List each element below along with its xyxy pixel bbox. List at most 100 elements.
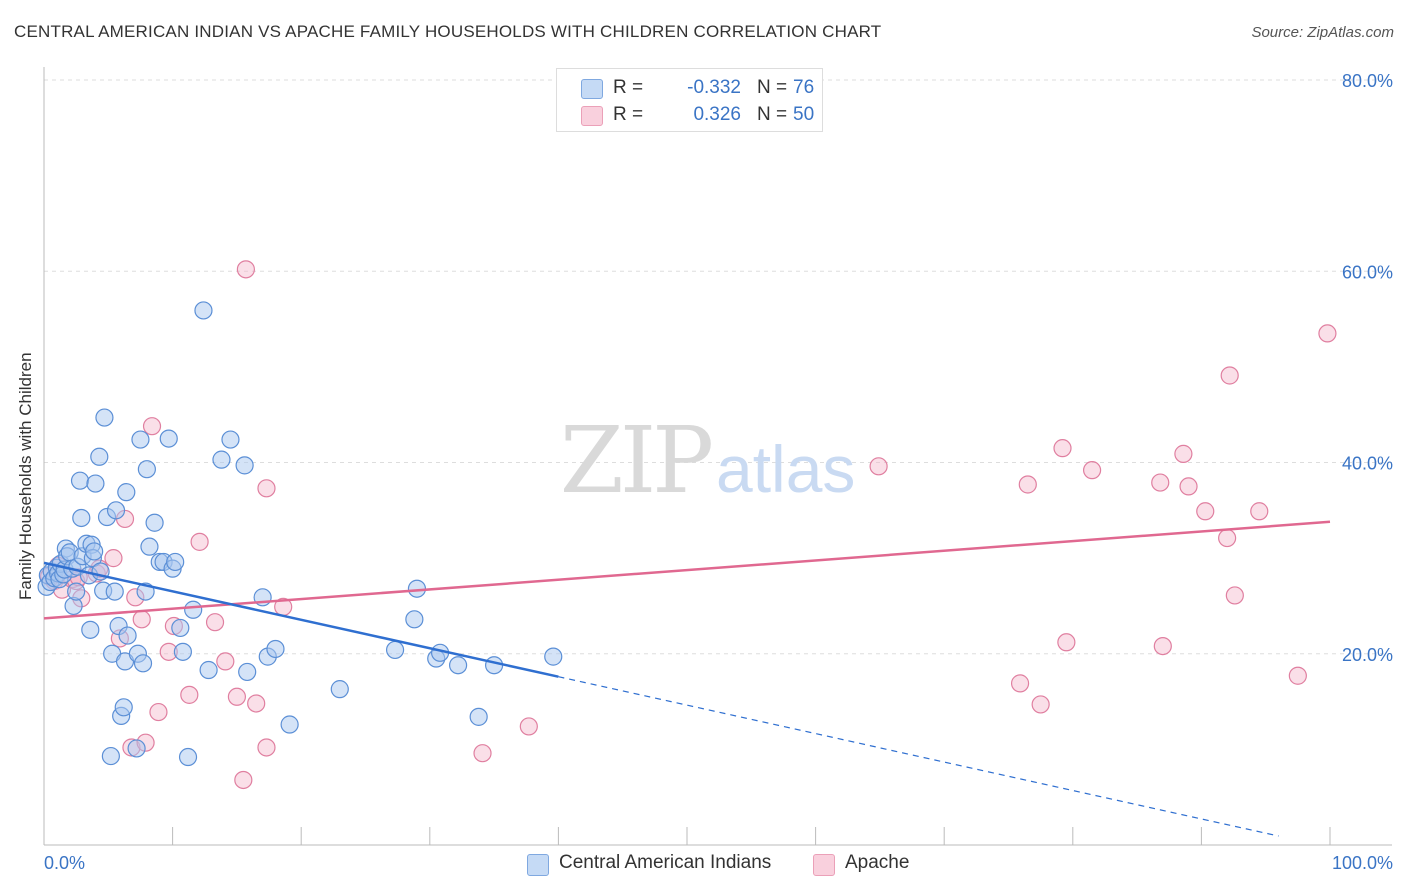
central-american-indian-point bbox=[280, 715, 299, 734]
central-american-indian-point bbox=[173, 642, 192, 661]
central-american-indian-point bbox=[194, 301, 213, 320]
apache-point bbox=[473, 744, 492, 763]
apache-point bbox=[234, 770, 253, 790]
central-american-indian-point bbox=[166, 552, 185, 572]
legend-n-value: 76 bbox=[793, 77, 815, 98]
apache-point bbox=[869, 457, 888, 476]
legend-n-value: 50 bbox=[793, 104, 815, 125]
series-legend-swatch-pink bbox=[813, 854, 835, 876]
y-tick-label: 20.0% bbox=[1342, 645, 1393, 665]
series-legend-swatch-blue bbox=[527, 854, 549, 876]
apache-point bbox=[257, 479, 276, 498]
central-american-indian-point bbox=[469, 707, 488, 726]
trend-lines bbox=[43, 520, 1331, 837]
watermark-atlas: atlas bbox=[716, 432, 855, 506]
y-tick-labels: 20.0% 40.0% 60.0% 80.0% bbox=[1342, 71, 1393, 665]
apache-point bbox=[1031, 695, 1050, 714]
central-american-indian-point bbox=[140, 537, 159, 556]
apache-point bbox=[257, 738, 276, 757]
central-american-indian-point bbox=[145, 513, 164, 532]
central-american-indian-point bbox=[485, 656, 504, 675]
apache-point bbox=[1082, 461, 1102, 480]
central-american-indian-point bbox=[127, 739, 146, 758]
chart-title: CENTRAL AMERICAN INDIAN VS APACHE FAMILY… bbox=[14, 22, 882, 41]
central-american-indian-point bbox=[67, 582, 86, 601]
central-american-indian-point bbox=[221, 430, 240, 449]
apache-point bbox=[1153, 636, 1172, 656]
x-tick-labels: 0.0% 100.0% bbox=[44, 853, 1393, 873]
central-american-indian-point bbox=[101, 746, 120, 766]
legend-swatch-pink bbox=[581, 106, 603, 126]
apache-point bbox=[104, 549, 123, 568]
apache-point bbox=[1220, 366, 1239, 385]
series-legend-label: Central American Indians bbox=[559, 852, 772, 873]
central-american-indian-point bbox=[72, 508, 91, 528]
apache-point bbox=[236, 260, 256, 279]
central-american-indian-point bbox=[178, 747, 198, 767]
apache-point bbox=[216, 652, 235, 671]
apache-point bbox=[1218, 528, 1237, 548]
central-american-indian-point bbox=[90, 447, 109, 466]
y-tick-label: 80.0% bbox=[1342, 71, 1393, 91]
apache-point bbox=[1151, 473, 1170, 492]
apache-point bbox=[1288, 666, 1307, 685]
legend-r-value: 0.326 bbox=[693, 104, 741, 125]
series-apache bbox=[40, 260, 1337, 790]
apache-point bbox=[205, 613, 225, 632]
legend-r-label: R = bbox=[613, 104, 644, 125]
central-american-indian-point bbox=[159, 429, 178, 448]
central-american-indian-point bbox=[114, 698, 133, 717]
apache-point bbox=[1174, 444, 1193, 463]
central-american-indian-point bbox=[448, 656, 468, 675]
central-american-indian-trend-line bbox=[43, 561, 559, 678]
apache-point bbox=[519, 717, 538, 736]
central-american-indian-point bbox=[131, 430, 150, 449]
apache-point bbox=[1179, 477, 1198, 496]
central-american-indian-point bbox=[544, 647, 563, 666]
central-american-indian-point bbox=[238, 662, 257, 682]
central-american-indian-point bbox=[171, 618, 190, 638]
central-american-indian-point bbox=[95, 408, 114, 427]
apache-point bbox=[1250, 502, 1269, 521]
x-tick-label: 0.0% bbox=[44, 853, 85, 873]
series-central-american-indians bbox=[37, 301, 563, 767]
apache-point bbox=[149, 702, 168, 722]
apache-trend-line bbox=[43, 520, 1331, 620]
central-american-indian-point bbox=[405, 610, 424, 629]
central-american-indian-point bbox=[199, 660, 218, 680]
watermark: ZIP atlas bbox=[560, 407, 856, 514]
legend-n-label: N = bbox=[757, 104, 788, 125]
apache-point bbox=[180, 685, 199, 704]
apache-point bbox=[227, 687, 246, 706]
central-american-indian-point bbox=[137, 460, 156, 479]
central-american-indian-point bbox=[117, 483, 136, 502]
central-american-indian-point bbox=[70, 471, 90, 490]
central-american-indian-point bbox=[106, 501, 126, 520]
apache-point bbox=[190, 532, 209, 551]
central-american-indian-trend-extension bbox=[558, 676, 1279, 837]
chart-source: Source: ZipAtlas.com bbox=[1251, 24, 1394, 41]
central-american-indian-point bbox=[86, 474, 105, 493]
central-american-indian-point bbox=[212, 450, 231, 469]
apache-point bbox=[1318, 324, 1337, 343]
central-american-indian-point bbox=[235, 456, 254, 475]
central-american-indian-point bbox=[85, 542, 104, 561]
central-american-indian-point bbox=[330, 680, 349, 699]
apache-point bbox=[1057, 633, 1076, 652]
y-tick-label: 40.0% bbox=[1342, 454, 1393, 474]
legend-r-value: -0.332 bbox=[687, 77, 741, 98]
apache-point bbox=[247, 694, 266, 713]
apache-point bbox=[132, 610, 151, 629]
central-american-indian-point bbox=[266, 639, 285, 659]
apache-point bbox=[1196, 502, 1215, 521]
central-american-indian-point bbox=[184, 600, 203, 619]
central-american-indian-point bbox=[118, 626, 137, 645]
y-tick-label: 60.0% bbox=[1342, 262, 1393, 282]
central-american-indian-point bbox=[81, 620, 100, 639]
apache-point bbox=[1225, 586, 1244, 605]
apache-point bbox=[1010, 674, 1030, 693]
apache-point bbox=[1018, 475, 1037, 494]
legend-swatch-blue bbox=[581, 79, 603, 99]
legend-n-label: N = bbox=[757, 77, 788, 98]
